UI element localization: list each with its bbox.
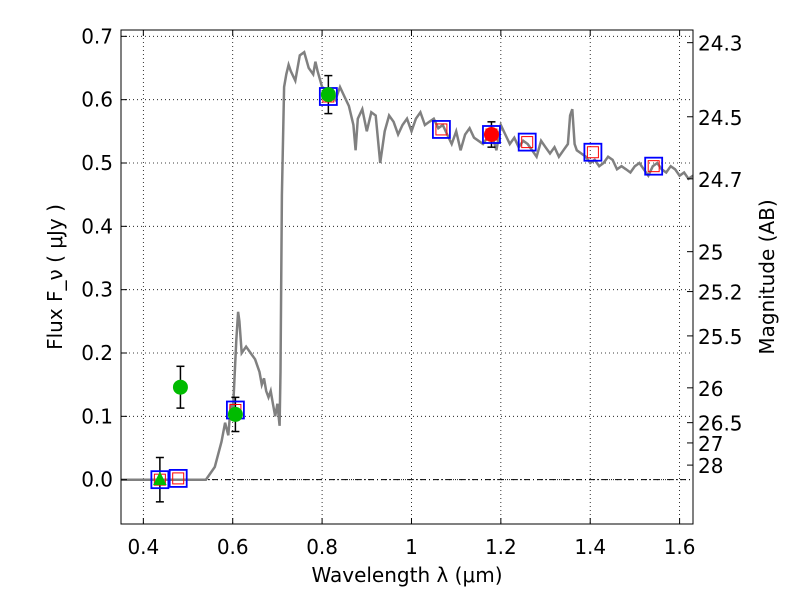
model-inner-marker-8 (647, 160, 660, 173)
x-tick-label-2: 0.8 (306, 535, 338, 559)
y-tick-label-5: 0.5 (81, 151, 113, 175)
y-tick-label-7: 0.7 (81, 24, 113, 48)
model-square-marker-0 (150, 470, 170, 490)
right-tick-label-5: 25.5 (698, 325, 743, 349)
model-square-marker-5 (482, 125, 501, 144)
x-tick-labels: 0.4 0.6 0.8 1 1.2 1.4 1.6 (127, 535, 695, 559)
y-tick-label-3: 0.3 (81, 278, 113, 302)
right-tick-label-4: 25.2 (698, 281, 743, 305)
y-axis-label: Flux F_ν ( μJy ) (43, 204, 67, 350)
right-axis-label: Magnitude (AB) (755, 199, 779, 354)
observed-point-1 (172, 379, 188, 395)
model-inner-marker-1 (172, 472, 185, 485)
axis-ticks (121, 30, 693, 524)
grid (121, 30, 693, 524)
observed-point-0 (153, 471, 167, 486)
x-axis-label: Wavelength λ (μm) (311, 563, 502, 587)
observed-photometry-markers (153, 87, 499, 486)
y-tick-label-4: 0.4 (81, 214, 113, 238)
right-tick-label-8: 27 (698, 432, 723, 456)
observed-point-2 (227, 406, 243, 422)
model-square-marker-8 (644, 156, 664, 176)
model-square-marker-4 (432, 120, 451, 139)
x-tick-label-0: 0.4 (127, 535, 159, 559)
model-inner-marker-6 (521, 136, 534, 149)
model-square-marker-7 (583, 142, 603, 162)
plot-frame (120, 29, 694, 525)
model-inner-marker-4 (435, 123, 448, 136)
x-tick-label-5: 1.4 (574, 535, 606, 559)
y-tick-label-0: 0.0 (81, 468, 113, 492)
model-square-marker-1 (168, 468, 188, 488)
right-tick-label-1: 24.5 (698, 106, 743, 130)
right-tick-label-0: 24.3 (698, 32, 743, 56)
right-tick-label-9: 28 (698, 454, 723, 478)
model-inner-marker-7 (586, 146, 599, 159)
error-bars (155, 74, 496, 503)
x-tick-label-3: 1 (405, 535, 418, 559)
y-tick-label-2: 0.2 (81, 341, 113, 365)
y-tick-labels: 0.0 0.1 0.2 0.3 0.4 0.5 0.6 0.7 (81, 24, 113, 491)
series-line-model-spectrum (121, 50, 693, 481)
observed-point-3 (320, 87, 336, 103)
y-tick-label-1: 0.1 (81, 404, 113, 428)
right-tick-label-3: 25 (698, 241, 723, 265)
x-tick-label-6: 1.6 (664, 535, 696, 559)
observed-point-4 (483, 127, 499, 142)
y-tick-label-6: 0.6 (81, 88, 113, 112)
model-square-marker-6 (517, 132, 537, 152)
right-tick-label-6: 26 (698, 377, 723, 401)
right-tick-label-7: 26.5 (698, 412, 743, 436)
x-tick-label-1: 0.6 (217, 535, 249, 559)
right-tick-label-2: 24.7 (698, 168, 743, 192)
x-tick-label-4: 1.2 (485, 535, 517, 559)
